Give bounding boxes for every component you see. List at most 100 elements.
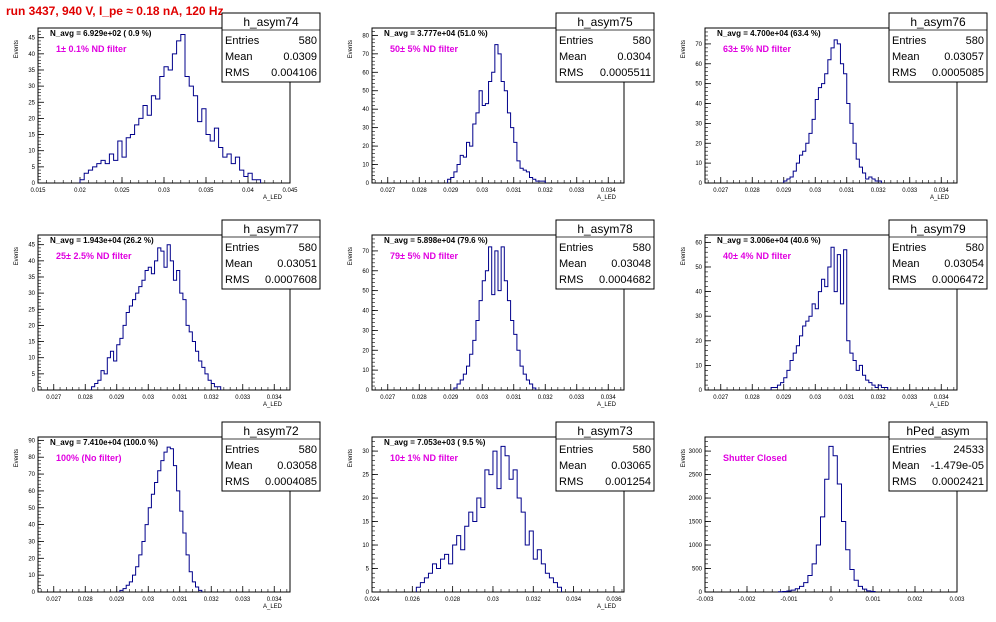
x-tick-label: 0.034 <box>601 188 617 194</box>
x-tick-label: 0.028 <box>78 395 94 401</box>
y-tick-label: 10 <box>362 163 369 169</box>
x-axis-title: A_LED <box>930 402 950 408</box>
y-tick-label: 10 <box>362 543 369 549</box>
x-tick-label: 0.045 <box>282 188 298 194</box>
stats-value-rms: 0.001254 <box>605 476 651 488</box>
x-tick-label: -0.003 <box>696 597 714 603</box>
y-tick-label: 25 <box>28 100 35 106</box>
y-tick-label: 10 <box>362 368 369 374</box>
navg-label: N_avg = 7.410e+04 (100.0 %) <box>50 438 158 447</box>
y-tick-label: 60 <box>695 62 702 68</box>
y-tick-label: 20 <box>28 556 35 562</box>
stats-key-mean: Mean <box>892 460 920 472</box>
x-tick-label: 0.033 <box>569 395 585 401</box>
filter-label: 25± 2.5% ND filter <box>56 251 132 261</box>
stats-key-rms: RMS <box>225 67 249 79</box>
stats-value-rms: 0.0004682 <box>599 274 651 286</box>
y-tick-label: 70 <box>695 42 702 48</box>
histogram-outline <box>770 246 889 390</box>
x-tick-label: 0.029 <box>776 395 792 401</box>
plot-frame <box>704 234 958 391</box>
x-tick-label: 0.036 <box>606 597 622 603</box>
y-tick-label: 25 <box>362 473 369 479</box>
y-axis-title: Events <box>14 449 20 467</box>
x-tick-label: 0.029 <box>776 188 792 194</box>
x-tick-label: 0.028 <box>745 395 761 401</box>
y-tick-label: 90 <box>28 438 35 444</box>
y-tick-label: 60 <box>695 240 702 246</box>
stats-value-entries: 580 <box>633 444 651 456</box>
x-tick-label: 0.028 <box>412 188 428 194</box>
stats-key-mean: Mean <box>225 460 253 472</box>
y-tick-label: 50 <box>695 265 702 271</box>
x-tick-label: -0.002 <box>738 597 756 603</box>
stats-key-rms: RMS <box>892 274 916 286</box>
y-tick-label: 0 <box>32 590 36 596</box>
plot-frame <box>704 27 958 184</box>
x-tick-label: 0.04 <box>242 188 254 194</box>
stats-key-entries: Entries <box>559 35 594 47</box>
stats-value-mean: 0.0309 <box>283 51 317 63</box>
x-tick-label: 0.027 <box>713 395 729 401</box>
y-tick-label: 10 <box>695 363 702 369</box>
stats-key-rms: RMS <box>892 67 916 79</box>
filter-label: 63± 5% ND filter <box>723 44 791 54</box>
y-tick-label: 20 <box>28 116 35 122</box>
y-tick-label: 1500 <box>689 520 703 526</box>
y-axis-title: Events <box>14 40 20 58</box>
y-tick-label: 15 <box>28 340 35 346</box>
x-tick-label: 0.034 <box>267 395 283 401</box>
stats-box: h_asym73 Entries 580 Mean 0.03065 RMS 0.001254 <box>555 421 655 492</box>
x-tick-label: 0.032 <box>526 597 542 603</box>
x-tick-label: 0.032 <box>871 395 887 401</box>
y-tick-label: 30 <box>362 126 369 132</box>
filter-label: 40± 4% ND filter <box>723 251 791 261</box>
x-axis-title: A_LED <box>930 195 950 201</box>
stats-key-entries: Entries <box>892 444 927 456</box>
stats-key-entries: Entries <box>225 444 260 456</box>
stats-box-frame <box>221 12 321 83</box>
y-tick-label: 80 <box>362 33 369 39</box>
y-tick-label: 0 <box>699 388 703 394</box>
y-tick-label: 5 <box>366 567 370 573</box>
stats-key-entries: Entries <box>225 35 260 47</box>
x-axis-title: A_LED <box>597 195 617 201</box>
stats-value-entries: 580 <box>966 242 984 254</box>
y-axis-title: Events <box>681 449 687 467</box>
y-tick-label: 30 <box>695 314 702 320</box>
x-tick-label: 0 <box>829 597 833 603</box>
y-tick-label: 40 <box>695 290 702 296</box>
stats-box-frame <box>888 12 988 83</box>
y-tick-label: 35 <box>28 275 35 281</box>
filter-label: Shutter Closed <box>723 453 787 463</box>
x-tick-label: 0.003 <box>949 597 965 603</box>
stats-value-entries: 580 <box>299 242 317 254</box>
y-tick-label: 20 <box>362 348 369 354</box>
y-tick-label: 5 <box>32 165 36 171</box>
x-tick-label: 0.035 <box>198 188 214 194</box>
y-tick-label: 3000 <box>689 449 703 455</box>
histogram-panel: 0.027 0.028 0.029 0.03 0.031 0.032 0.033 0.034 0… <box>14 219 321 408</box>
y-axis-title: Events <box>348 247 354 265</box>
histogram-panels: 0.015 0.02 0.025 0.03 0.035 0.04 0.04505101520… <box>14 12 988 610</box>
y-tick-label: 2000 <box>689 496 703 502</box>
y-tick-label: 30 <box>362 328 369 334</box>
y-tick-label: 0 <box>32 181 36 187</box>
histogram-outline <box>453 246 537 390</box>
stats-box-frame <box>555 219 655 290</box>
stats-key-mean: Mean <box>559 51 587 63</box>
stats-box-frame <box>221 421 321 492</box>
stats-key-rms: RMS <box>225 476 249 488</box>
histogram-panel: 0.027 0.028 0.029 0.03 0.031 0.032 0.033 0.034 0… <box>348 219 655 408</box>
x-tick-label: 0.032 <box>538 188 554 194</box>
y-tick-label: 20 <box>362 144 369 150</box>
x-tick-label: 0.026 <box>405 597 421 603</box>
stats-value-mean: 0.03058 <box>277 460 317 472</box>
stats-value-mean: 0.03048 <box>611 258 651 270</box>
y-tick-label: 10 <box>28 573 35 579</box>
y-tick-label: 0 <box>699 181 703 187</box>
x-axis-title: A_LED <box>263 195 283 201</box>
stats-box-title: h_asym73 <box>577 424 633 438</box>
filter-label: 50± 5% ND filter <box>390 44 458 54</box>
x-tick-label: 0.027 <box>713 188 729 194</box>
